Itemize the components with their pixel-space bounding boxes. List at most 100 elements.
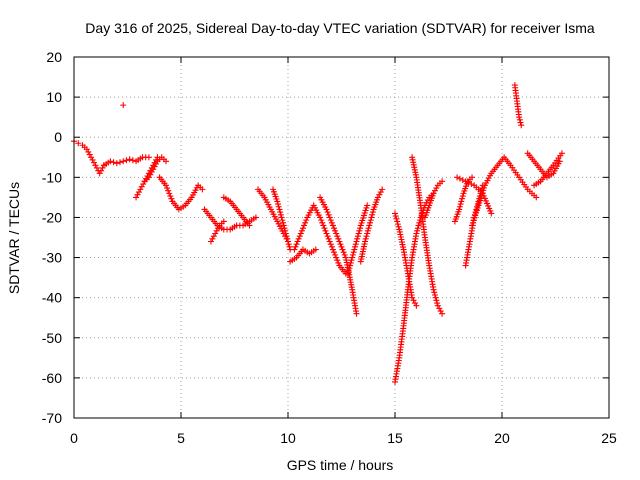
data-point-interp [431, 289, 438, 296]
data-point [434, 302, 441, 309]
data-point-interp [328, 243, 335, 250]
data-point-interp [334, 257, 341, 264]
data-point [353, 310, 360, 317]
data-point [163, 158, 170, 165]
data-point [518, 122, 525, 129]
data-point [556, 158, 563, 165]
data-point-interp [459, 193, 466, 200]
data-point-interp [282, 227, 289, 234]
data-point-interp [332, 227, 339, 234]
data-point [392, 210, 398, 217]
data-point [88, 154, 95, 161]
data-point-interp [367, 219, 374, 226]
data-point [92, 162, 99, 169]
data-point-interp [354, 233, 361, 240]
data-point-interp [347, 259, 354, 266]
data-point [351, 246, 358, 253]
data-point-interp [414, 227, 421, 234]
data-point-interp [167, 193, 174, 200]
data-point-interp [284, 235, 291, 242]
data-point-interp [286, 243, 293, 250]
data-point-interp [411, 300, 418, 307]
data-point-interp [365, 225, 372, 232]
data-point [366, 222, 373, 229]
data-point-interp [148, 168, 155, 175]
data-point-interp [147, 171, 154, 178]
data-point-interp [348, 257, 355, 264]
data-point [207, 238, 214, 245]
data-point [145, 154, 152, 161]
data-point-interp [294, 238, 301, 245]
x-tick-label: 20 [494, 430, 510, 446]
data-point [133, 194, 140, 201]
data-point-interp [333, 254, 340, 261]
data-point-interp [456, 203, 463, 210]
data-point-interp [90, 159, 97, 166]
data-point-interp [392, 213, 399, 220]
data-point [379, 186, 386, 193]
data-point-interp [280, 222, 287, 229]
y-tick-label: -60 [42, 370, 62, 386]
data-point [282, 230, 289, 237]
data-point [329, 222, 336, 229]
data-point-interp [215, 225, 222, 232]
data-point [145, 174, 152, 181]
data-point-interp [213, 227, 220, 234]
data-point-interp [367, 217, 374, 224]
data-point-interp [123, 157, 130, 164]
data-point [252, 214, 259, 221]
y-tick-labels: 20 10 0 -10 -20 -30 -40 -50 -60 -70 [42, 49, 62, 426]
data-point-interp [337, 241, 344, 248]
data-point-interp [326, 238, 333, 245]
axis-ticks [73, 56, 610, 419]
data-point-interp [327, 217, 334, 224]
data-point [96, 170, 103, 177]
data-point-interp [352, 243, 359, 250]
data-point-interp [332, 251, 339, 258]
data-point-interp [331, 249, 338, 256]
data-point [364, 202, 371, 209]
data-point-interp [516, 116, 523, 123]
data-point-interp [393, 215, 400, 222]
data-point-interp [283, 233, 290, 240]
data-points [71, 82, 565, 385]
data-point-interp [165, 187, 172, 194]
data-point [220, 218, 227, 225]
data-point [120, 158, 127, 165]
data-point [323, 206, 330, 213]
data-point [120, 102, 127, 109]
data-point-interp [468, 181, 475, 188]
data-point-interp [394, 221, 401, 228]
data-point [113, 160, 120, 167]
data-point-interp [302, 219, 309, 226]
data-point [126, 156, 133, 163]
data-point [362, 238, 369, 245]
data-point-interp [339, 246, 346, 253]
data-point [75, 140, 82, 147]
data-point-interp [376, 191, 383, 198]
data-point [469, 174, 476, 181]
data-point-interp [275, 203, 282, 210]
data-point-interp [437, 308, 444, 315]
data-point-interp [465, 179, 472, 186]
y-tick-label: -50 [42, 330, 62, 346]
data-point-interp [433, 297, 440, 304]
data-point-interp [517, 119, 524, 126]
data-point-interp [296, 233, 303, 240]
data-point [246, 222, 253, 229]
data-point-interp [394, 218, 401, 225]
data-point-interp [276, 206, 283, 213]
data-point [454, 174, 461, 181]
x-tick-label: 15 [387, 430, 403, 446]
data-point-interp [340, 249, 347, 256]
data-point-interp [414, 225, 421, 232]
data-point [439, 178, 446, 185]
data-point [107, 158, 114, 165]
x-tick-label: 5 [177, 430, 185, 446]
data-point-interp [318, 217, 325, 224]
data-point-interp [433, 185, 440, 192]
data-point-interp [134, 191, 141, 198]
data-point-interp [346, 265, 353, 272]
data-point-interp [326, 214, 333, 221]
